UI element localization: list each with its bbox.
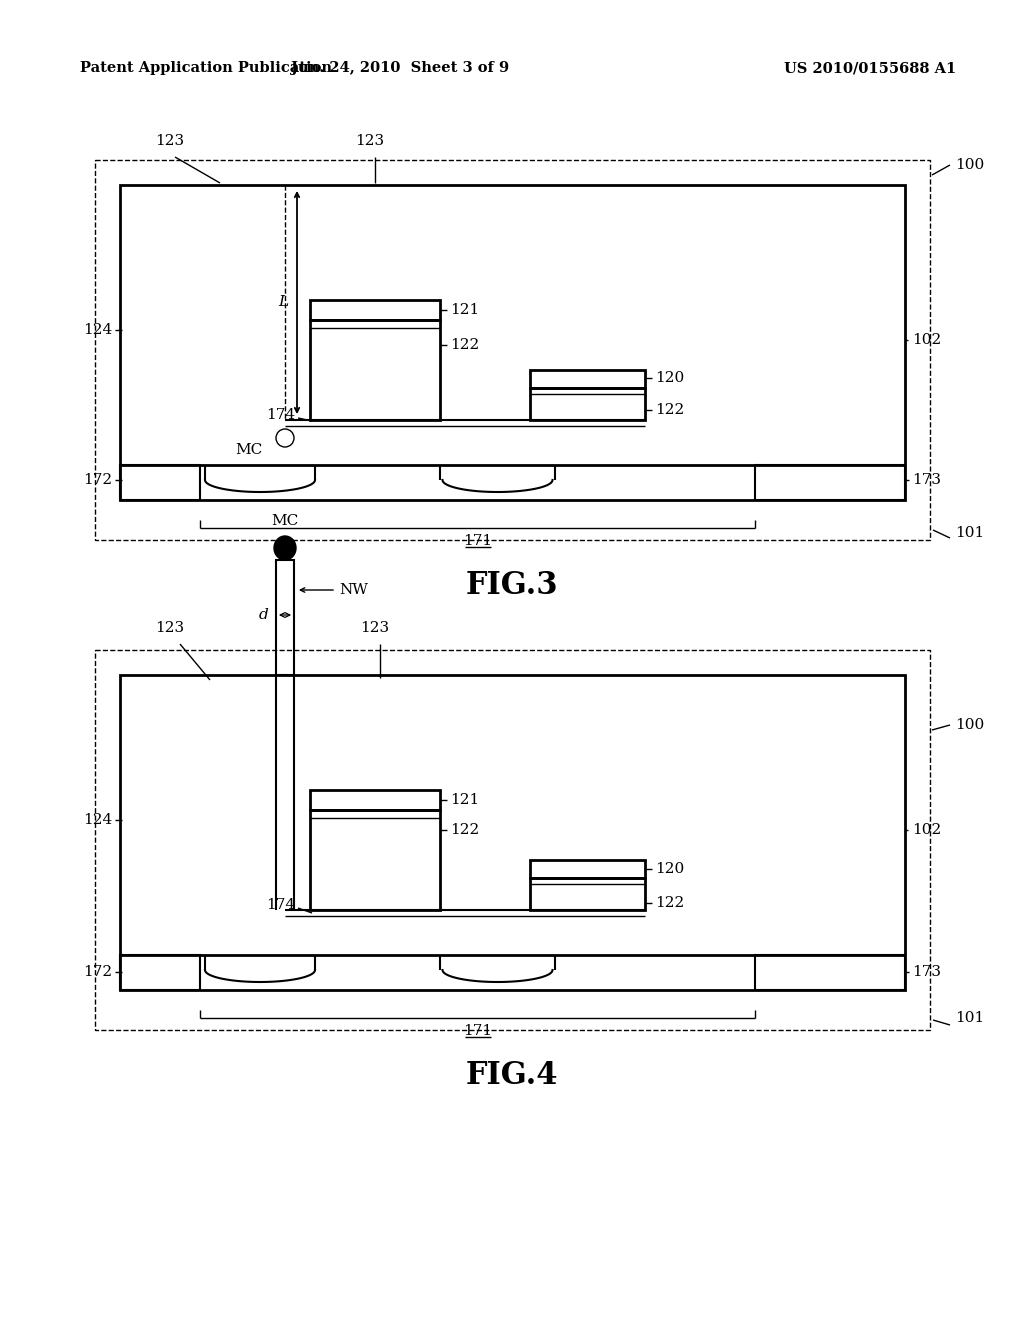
Text: 122: 122 bbox=[450, 338, 479, 352]
Bar bbox=[120, 465, 200, 500]
Text: MC: MC bbox=[236, 444, 263, 457]
Bar bbox=[530, 370, 645, 388]
Text: 101: 101 bbox=[955, 1011, 984, 1026]
Ellipse shape bbox=[274, 536, 296, 560]
Text: 173: 173 bbox=[912, 473, 941, 487]
Bar bbox=[120, 185, 905, 500]
Text: 171: 171 bbox=[463, 1024, 493, 1038]
Text: 100: 100 bbox=[955, 158, 984, 172]
Bar bbox=[310, 810, 440, 909]
Text: 102: 102 bbox=[912, 333, 941, 347]
Text: MC: MC bbox=[271, 513, 299, 528]
Bar bbox=[310, 789, 440, 810]
Text: 101: 101 bbox=[955, 525, 984, 540]
Text: 122: 122 bbox=[655, 896, 684, 909]
Text: d: d bbox=[258, 609, 268, 622]
Bar bbox=[95, 160, 930, 540]
Text: 120: 120 bbox=[655, 371, 684, 385]
Text: 173: 173 bbox=[912, 965, 941, 979]
Text: 124: 124 bbox=[83, 323, 112, 337]
Text: 121: 121 bbox=[450, 793, 479, 807]
Bar bbox=[120, 675, 905, 990]
Text: 174: 174 bbox=[266, 898, 295, 912]
Text: 123: 123 bbox=[156, 135, 184, 148]
Bar bbox=[276, 560, 294, 675]
Bar bbox=[755, 954, 905, 990]
Text: 171: 171 bbox=[463, 535, 493, 548]
Text: 123: 123 bbox=[355, 135, 385, 148]
Text: 102: 102 bbox=[912, 822, 941, 837]
Text: US 2010/0155688 A1: US 2010/0155688 A1 bbox=[784, 61, 956, 75]
Bar bbox=[530, 861, 645, 878]
Bar bbox=[755, 465, 905, 500]
Text: FIG.3: FIG.3 bbox=[466, 570, 558, 601]
Text: 100: 100 bbox=[955, 718, 984, 733]
Text: L: L bbox=[278, 296, 288, 309]
Text: 172: 172 bbox=[83, 965, 112, 979]
Text: 174: 174 bbox=[266, 408, 295, 422]
Text: 120: 120 bbox=[655, 862, 684, 876]
Bar bbox=[310, 319, 440, 420]
Text: 122: 122 bbox=[450, 822, 479, 837]
Bar bbox=[95, 649, 930, 1030]
Text: 172: 172 bbox=[83, 473, 112, 487]
Bar bbox=[530, 878, 645, 909]
Bar bbox=[310, 300, 440, 319]
Bar bbox=[530, 388, 645, 420]
Text: 121: 121 bbox=[450, 304, 479, 317]
Text: 123: 123 bbox=[156, 620, 184, 635]
Text: NW: NW bbox=[339, 583, 368, 597]
Text: 123: 123 bbox=[360, 620, 389, 635]
Text: Patent Application Publication: Patent Application Publication bbox=[80, 61, 332, 75]
Text: FIG.4: FIG.4 bbox=[466, 1060, 558, 1092]
Text: 124: 124 bbox=[83, 813, 112, 828]
Bar bbox=[120, 954, 200, 990]
Text: Jun. 24, 2010  Sheet 3 of 9: Jun. 24, 2010 Sheet 3 of 9 bbox=[291, 61, 509, 75]
Text: 122: 122 bbox=[655, 403, 684, 417]
